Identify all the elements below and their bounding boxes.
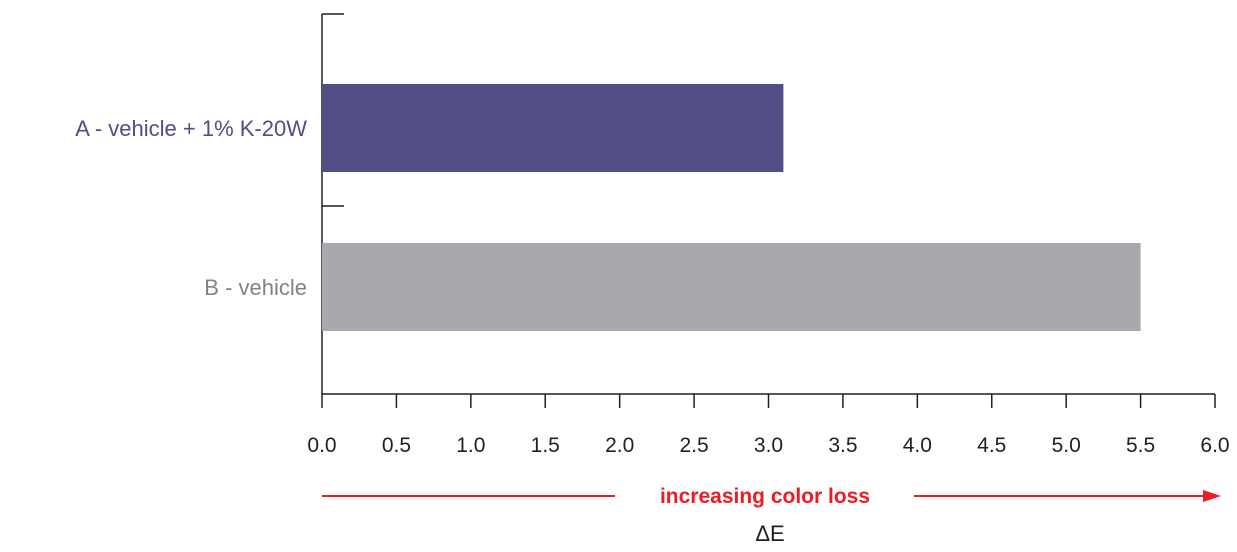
x-tick-label: 1.0 [456, 434, 485, 457]
annotation-arrow: increasing color loss [322, 485, 1221, 508]
x-tick-label: 3.5 [828, 434, 857, 457]
x-tick-label: 0.0 [307, 434, 336, 457]
category-label-b: B - vehicle [204, 275, 307, 300]
annotation-arrowhead [1203, 490, 1221, 502]
x-axis-label: ΔE [755, 521, 784, 546]
x-tick-label: 0.5 [382, 434, 411, 457]
x-tick-label: 5.0 [1052, 434, 1081, 457]
bar-a [322, 84, 784, 172]
x-tick-label: 5.5 [1126, 434, 1155, 457]
category-labels-group: A - vehicle + 1% K-20W B - vehicle [75, 116, 307, 300]
bar-b [322, 243, 1141, 331]
category-label-a: A - vehicle + 1% K-20W [75, 116, 307, 141]
x-tick-label: 3.0 [754, 434, 783, 457]
x-tick-label: 1.5 [531, 434, 560, 457]
x-tick-label: 2.0 [605, 434, 634, 457]
annotation-label: increasing color loss [660, 485, 870, 508]
x-ticks-group: 0.0 0.5 1.0 1.5 2.0 2.5 3.0 3.5 4.0 4.5 5.0 5.5 6.0 [307, 394, 1230, 457]
x-tick-label: 4.0 [903, 434, 932, 457]
x-tick-label: 2.5 [679, 434, 708, 457]
bars-group [322, 84, 1141, 331]
x-tick-label: 4.5 [977, 434, 1006, 457]
x-tick-label: 6.0 [1200, 434, 1229, 457]
